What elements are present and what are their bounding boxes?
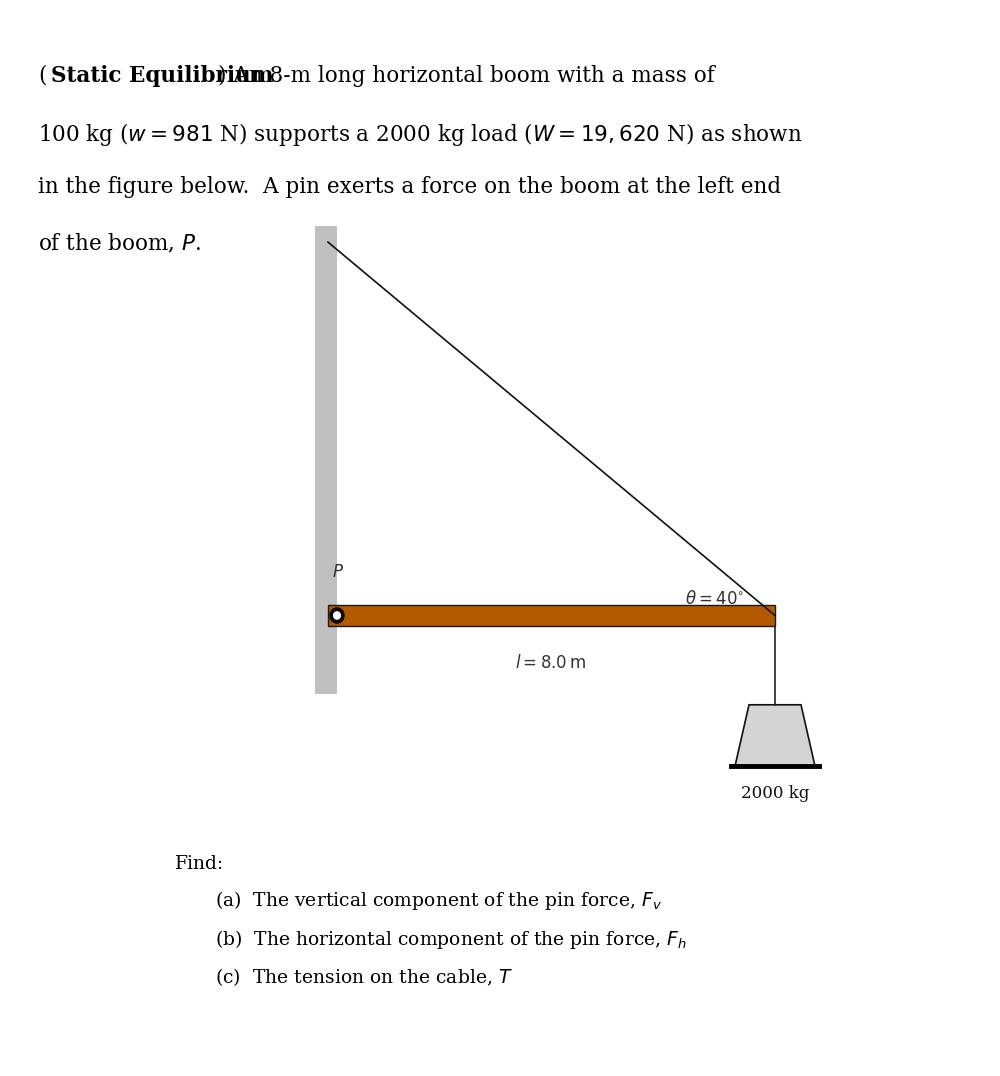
Text: Find:: Find:	[175, 855, 224, 874]
Text: of the boom, $P$.: of the boom, $P$.	[38, 232, 201, 255]
Text: $P$: $P$	[332, 564, 344, 581]
Text: (: (	[38, 65, 46, 86]
Polygon shape	[735, 705, 815, 766]
Text: Static Equilibrium: Static Equilibrium	[51, 65, 273, 86]
Bar	[315, 226, 337, 694]
Text: (b)  The horizontal component of the pin force, $F_h$: (b) The horizontal component of the pin …	[215, 928, 687, 950]
Text: (c)  The tension on the cable, $T$: (c) The tension on the cable, $T$	[215, 966, 513, 988]
Text: in the figure below.  A pin exerts a force on the boom at the left end: in the figure below. A pin exerts a forc…	[38, 176, 781, 198]
Text: 100 kg ($w = 981$ N) supports a 2000 kg load ($W = 19, 620$ N) as shown: 100 kg ($w = 981$ N) supports a 2000 kg …	[38, 121, 802, 147]
Bar	[328, 605, 775, 626]
Text: ) An 8-m long horizontal boom with a mass of: ) An 8-m long horizontal boom with a mas…	[218, 65, 715, 87]
Circle shape	[334, 612, 340, 619]
Text: $\theta = 40^{\circ}$: $\theta = 40^{\circ}$	[685, 591, 744, 608]
Text: (a)  The vertical component of the pin force, $F_v$: (a) The vertical component of the pin fo…	[215, 889, 662, 911]
Text: 2000 kg: 2000 kg	[741, 785, 809, 803]
Circle shape	[330, 608, 344, 623]
Text: $l = 8.0\,\mathrm{m}$: $l = 8.0\,\mathrm{m}$	[515, 654, 585, 672]
